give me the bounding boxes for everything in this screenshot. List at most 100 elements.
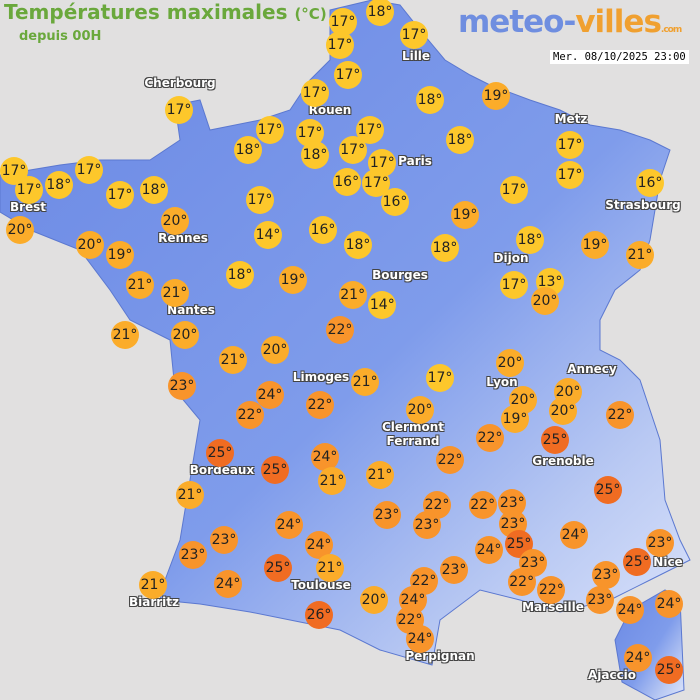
temperature-marker[interactable]: 17° — [246, 186, 274, 214]
temperature-marker[interactable]: 18° — [226, 261, 254, 289]
meteo-villes-logo[interactable]: meteo-villes.com — [458, 4, 682, 40]
temperature-marker[interactable]: 22° — [436, 446, 464, 474]
temperature-marker[interactable]: 22° — [306, 391, 334, 419]
temperature-marker[interactable]: 24° — [560, 521, 588, 549]
temperature-marker[interactable]: 21° — [318, 467, 346, 495]
temperature-marker[interactable]: 20° — [549, 397, 577, 426]
temperature-marker[interactable]: 18° — [416, 86, 444, 114]
temperature-marker[interactable]: 24° — [214, 570, 242, 598]
temperature-marker[interactable]: 17° — [362, 168, 391, 197]
temperature-marker[interactable]: 18° — [301, 141, 329, 169]
temperature-marker[interactable]: 17° — [334, 61, 362, 89]
temperature-marker[interactable]: 14° — [368, 291, 397, 319]
temperature-marker[interactable]: 23° — [413, 511, 441, 539]
temperature-marker[interactable]: 22° — [468, 491, 497, 519]
temperature-marker[interactable]: 21° — [161, 278, 189, 307]
temperature-marker[interactable]: 24° — [655, 590, 683, 618]
temperature-marker[interactable]: 22° — [476, 423, 504, 452]
temperature-marker[interactable]: 20° — [161, 206, 189, 235]
temperature-marker[interactable]: 16° — [636, 169, 664, 197]
temperature-marker[interactable]: 20° — [6, 216, 34, 244]
temperature-marker[interactable]: 22° — [537, 576, 566, 604]
temperature-marker[interactable]: 17° — [338, 136, 367, 164]
temperature-marker[interactable]: 20° — [531, 287, 559, 316]
temperature-marker[interactable]: 24° — [624, 643, 652, 672]
temperature-marker[interactable]: 18° — [516, 226, 544, 254]
temperature-marker[interactable]: 20° — [76, 231, 104, 259]
temperature-marker[interactable]: 21° — [338, 281, 367, 309]
temperature-marker[interactable]: 19° — [581, 231, 609, 259]
temperature-marker[interactable]: 25° — [541, 426, 569, 454]
temperature-marker[interactable]: 18° — [44, 171, 73, 199]
temperature-marker[interactable]: 22° — [507, 568, 536, 597]
temperature-marker[interactable]: 23° — [179, 541, 207, 569]
temperature-marker[interactable]: 25° — [505, 529, 533, 558]
temperature-marker[interactable]: 25° — [261, 456, 289, 484]
temperature-marker[interactable]: 22° — [606, 401, 634, 429]
temperature-marker[interactable]: 24° — [475, 536, 503, 564]
temperature-marker[interactable]: 26° — [305, 601, 333, 629]
temperature-marker[interactable]: 18° — [344, 231, 372, 259]
temperature-marker[interactable]: 16° — [332, 168, 361, 196]
temperature-marker[interactable]: 19° — [106, 241, 134, 269]
temperature-marker[interactable]: 19° — [501, 404, 529, 433]
temperature-marker[interactable]: 17° — [256, 116, 284, 144]
temperature-marker[interactable]: 20° — [406, 396, 434, 424]
temperature-marker[interactable]: 25° — [206, 438, 234, 467]
temperature-marker[interactable]: 17° — [75, 156, 103, 184]
temperature-marker[interactable]: 21° — [626, 241, 654, 269]
temperature-marker[interactable]: 25° — [623, 548, 652, 577]
temperature-marker[interactable]: 18° — [366, 0, 394, 26]
temperature-marker[interactable]: 17° — [426, 364, 454, 392]
temperature-marker[interactable]: 24° — [399, 586, 427, 615]
temperature-marker[interactable]: 25° — [594, 476, 622, 504]
temperature-marker[interactable]: 25° — [655, 656, 683, 684]
temperature-marker[interactable]: 17° — [356, 116, 384, 144]
temperature-marker[interactable]: 24° — [406, 625, 434, 653]
temperature-marker[interactable]: 19° — [279, 266, 307, 294]
temperature-marker[interactable]: 17° — [326, 31, 354, 59]
temperature-marker[interactable]: 21° — [366, 461, 394, 489]
temperature-marker[interactable]: 18° — [234, 136, 262, 164]
temperature-marker[interactable]: 21° — [176, 481, 204, 509]
temperature-marker[interactable]: 22° — [326, 316, 354, 344]
temperature-marker[interactable]: 24° — [616, 596, 644, 624]
temperature-marker[interactable]: 23° — [585, 586, 614, 614]
temperature-marker[interactable]: 23° — [168, 372, 196, 400]
temperature-marker[interactable]: 17° — [165, 96, 193, 124]
temperature-marker[interactable]: 18° — [140, 176, 168, 204]
temperature-marker[interactable]: 17° — [556, 161, 584, 189]
temperature-marker[interactable]: 23° — [646, 528, 674, 557]
temperature-marker[interactable]: 17° — [106, 181, 134, 209]
temperature-marker[interactable]: 24° — [256, 381, 284, 409]
temperature-marker[interactable]: 23° — [440, 556, 468, 584]
temperature-marker[interactable]: 21° — [351, 368, 380, 396]
temperature-marker[interactable]: 20° — [509, 385, 537, 414]
temperature-marker[interactable]: 23° — [373, 501, 401, 529]
temperature-marker[interactable]: 19° — [482, 82, 510, 110]
temperature-marker[interactable]: 21° — [111, 321, 139, 349]
temperature-marker[interactable]: 20° — [360, 586, 388, 614]
temperature-marker[interactable]: 17° — [301, 78, 329, 107]
temperature-marker[interactable]: 17° — [15, 175, 44, 204]
temperature-marker[interactable]: 17° — [400, 21, 428, 49]
temperature-marker[interactable]: 16° — [381, 188, 409, 217]
temperature-marker[interactable]: 17° — [556, 131, 584, 159]
temperature-marker[interactable]: 20° — [261, 336, 289, 364]
temperature-marker[interactable]: 25° — [264, 553, 292, 582]
temperature-marker[interactable]: 21° — [139, 571, 167, 599]
temperature-marker[interactable]: 23° — [592, 561, 620, 589]
temperature-marker[interactable]: 21° — [316, 553, 344, 582]
temperature-marker[interactable]: 24° — [275, 511, 303, 539]
temperature-marker[interactable]: 23° — [210, 526, 238, 554]
temperature-marker[interactable]: 24° — [311, 443, 339, 471]
temperature-marker[interactable]: 21° — [219, 346, 247, 374]
temperature-marker[interactable]: 21° — [126, 271, 154, 299]
temperature-marker[interactable]: 17° — [500, 271, 528, 299]
temperature-marker[interactable]: 16° — [309, 216, 337, 244]
temperature-marker[interactable]: 22° — [236, 401, 264, 429]
temperature-marker[interactable]: 17° — [500, 176, 528, 204]
temperature-marker[interactable]: 18° — [431, 234, 459, 262]
temperature-marker[interactable]: 20° — [496, 349, 524, 377]
temperature-marker[interactable]: 18° — [446, 126, 474, 154]
